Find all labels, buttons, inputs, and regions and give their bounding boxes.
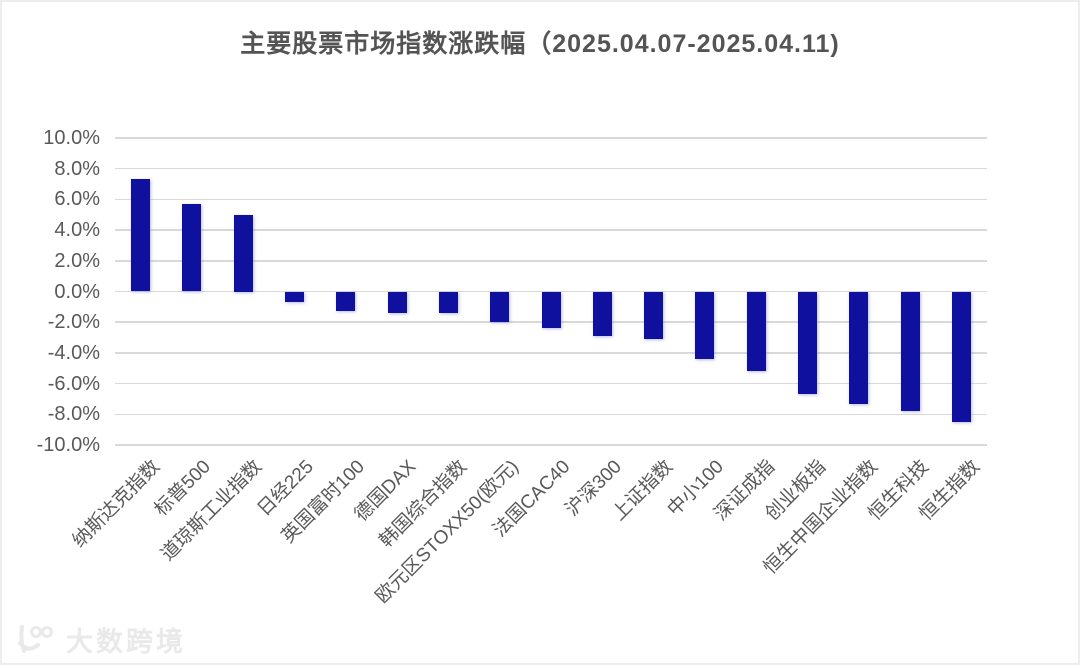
bar — [695, 291, 715, 360]
h-gridline — [115, 229, 987, 231]
h-gridline — [115, 382, 987, 385]
h-gridline — [115, 352, 987, 354]
y-axis-tick-label: 4.0% — [54, 219, 100, 242]
h-gridline — [115, 444, 987, 446]
bar — [285, 291, 305, 303]
bar — [849, 291, 869, 404]
y-axis-tick-label: 0.0% — [54, 280, 100, 303]
y-axis-tick-label: -2.0% — [47, 311, 100, 334]
y-axis-tick-label: -6.0% — [47, 372, 100, 395]
y-axis-tick-label: 8.0% — [54, 157, 100, 180]
bar — [131, 179, 151, 292]
bar — [182, 204, 202, 292]
bar — [592, 291, 612, 336]
y-axis-tick-label: 2.0% — [54, 249, 100, 272]
bar — [490, 291, 510, 323]
bar — [797, 291, 817, 395]
bar — [541, 291, 561, 329]
y-axis-tick-label: 10.0% — [43, 127, 100, 149]
h-gridline — [115, 167, 987, 170]
chart-title: 主要股票市场指数涨跌幅（2025.04.07-2025.04.11) — [240, 30, 840, 58]
y-axis-tick-label: 6.0% — [54, 188, 100, 211]
bar — [387, 291, 407, 313]
k100-smile-logo-icon — [14, 623, 60, 657]
bar — [336, 291, 356, 312]
watermark: 大数跨境 — [14, 620, 186, 659]
bar — [644, 291, 664, 340]
bar — [900, 291, 920, 412]
h-gridline — [115, 137, 987, 139]
h-gridline — [115, 260, 987, 262]
h-gridline — [115, 198, 987, 201]
y-axis-tick-label: -4.0% — [47, 341, 100, 364]
y-axis-tick-label: -10.0% — [36, 434, 100, 456]
x-axis-category-label: 纳斯达克指数 — [68, 456, 164, 552]
bar — [438, 291, 458, 313]
watermark-text: 大数跨境 — [66, 627, 186, 657]
bar — [233, 214, 253, 292]
bar — [951, 291, 971, 422]
h-gridline — [115, 413, 987, 416]
y-axis-tick-label: -8.0% — [47, 403, 100, 426]
bar — [746, 291, 766, 372]
